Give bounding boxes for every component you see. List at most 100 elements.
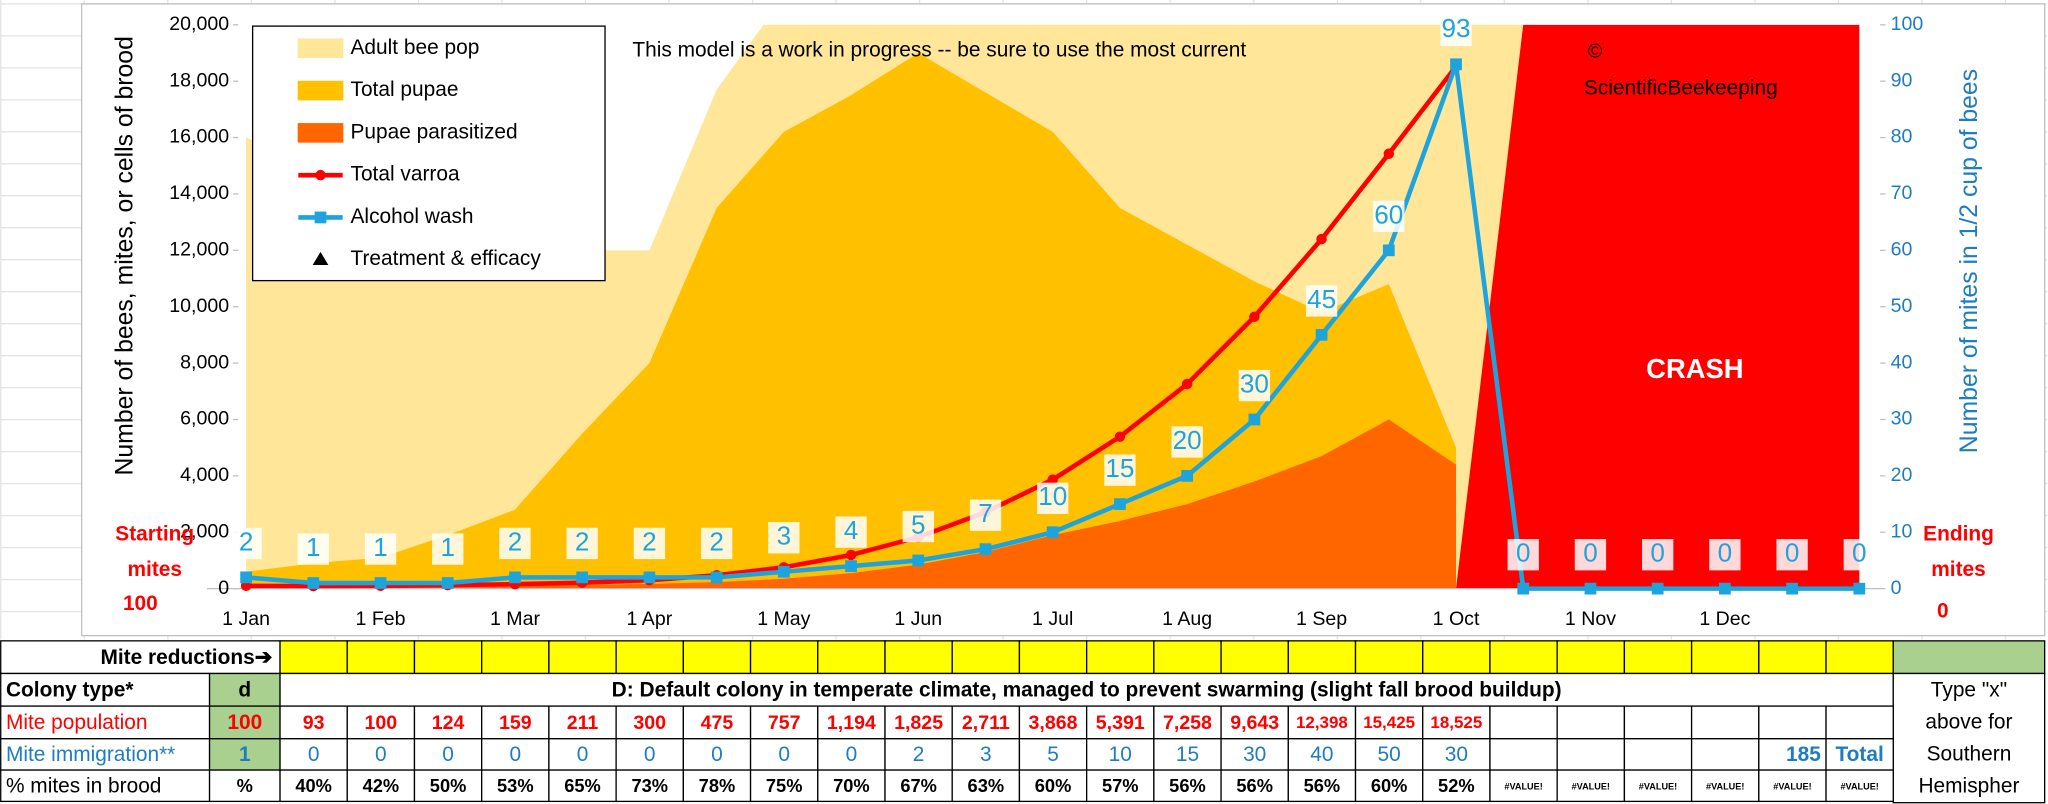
cell [279,769,348,803]
data-label: 5 [911,509,926,539]
y2-axis-title: Number of mites in 1/2 cup of bees [1956,69,1983,453]
data-label-bg [1037,482,1069,514]
cell-text: #VALUE! [1572,781,1610,791]
data-label: 20 [1173,425,1202,455]
cell [1623,705,1693,740]
cell-text: 0 [375,743,387,766]
cell-text: Total [1835,743,1883,766]
data-label: 7 [978,498,993,528]
marker [912,554,925,567]
cell [1758,640,1827,675]
x-tick-label: 1 Jun [894,608,942,630]
y-tick-label: 18,000 [169,69,229,91]
marker [1651,582,1664,595]
cell-text: 30 [1445,743,1468,766]
cell-text: 30 [1243,743,1266,766]
cell-text: 52% [1438,775,1475,796]
data-label-bg [1507,539,1539,571]
cell [1287,640,1357,675]
cell-text: 0 [509,743,521,766]
data-label-bg [432,533,464,565]
cell-text: 1,194 [827,712,876,734]
cell-text: 0 [308,743,320,766]
data-label: 2 [239,526,254,556]
x-tick-label: 1 Apr [627,608,673,630]
cell-text: 5 [1047,743,1059,766]
cell [1690,705,1760,740]
cell-text: 67% [900,775,937,796]
cell [208,738,281,771]
cell-text: Mite population [6,711,148,734]
cell [413,738,483,771]
x-tick-label: 1 Feb [356,608,406,630]
legend [251,25,606,282]
cell-text: d [238,679,251,702]
cell [1556,738,1626,771]
cell-text: #VALUE! [1773,781,1811,791]
annotation: CRASH [1646,353,1743,384]
cell-text: #VALUE! [1840,781,1878,791]
cell [1892,640,2046,675]
data-label-bg [1843,539,1875,571]
data-label-bg [1440,14,1472,46]
cell [1489,705,1558,740]
data-label: 30 [1240,368,1269,398]
cell [884,640,953,675]
cell-text: 42% [363,775,400,796]
data-label: 2 [709,526,724,556]
cell-text: 124 [432,712,465,734]
cell-text: 211 [567,712,599,734]
start-note-value: 100 [123,592,158,615]
y2-tick-label: 70 [1891,182,1913,204]
cell [1085,769,1155,803]
cell-text: 475 [701,712,734,734]
legend-label: Pupae parasitized [351,120,518,143]
cell [1354,769,1424,803]
cell-text: 5,391 [1096,712,1145,734]
cell [749,705,819,740]
cell [817,705,886,740]
data-label-bg [1642,539,1674,571]
x-tick-label: 1 Jul [1032,608,1073,630]
cell-text: 3,868 [1029,712,1078,734]
x-tick-label: 1 Mar [490,608,540,630]
y2-tick-label: 30 [1891,408,1913,430]
data-label-bg [499,527,531,560]
cell [1018,705,1088,740]
cell [1018,769,1088,803]
cell-text: 60% [1371,775,1408,796]
cell-text: 7,258 [1163,712,1212,734]
cell [279,640,348,675]
cell-text: 1,825 [894,712,943,734]
marker [845,549,857,561]
data-label-bg [768,522,800,554]
cell-text: Hemispher [1918,775,2019,798]
data-label: 10 [1038,481,1067,511]
cell [749,640,819,675]
area [246,52,1457,589]
marker [1853,582,1866,595]
legend-swatch [297,80,344,101]
cell [1489,640,1558,675]
data-label: 93 [1442,13,1471,43]
marker [1316,233,1327,245]
y2-tick-label: 20 [1891,464,1913,486]
y2-tick-label: 0 [1891,577,1902,599]
data-label-bg [633,527,666,560]
cell-text: 12,398 [1296,713,1348,732]
marker [1114,431,1126,442]
cell [0,640,281,675]
data-label-bg [566,527,598,560]
data-label: 0 [1718,538,1733,568]
area [1456,24,1860,589]
y-axis-title: Number of bees, mites, or cells of brood [112,36,139,475]
cell-text: 50% [430,775,467,796]
cell-text: 0 [711,743,723,766]
y-tick-label: 10,000 [169,295,229,317]
cell-text: 10 [1109,743,1132,766]
cell-text: 0 [778,743,790,766]
data-label-bg [835,516,867,548]
marker [307,577,320,589]
data-label-bg [230,527,262,560]
